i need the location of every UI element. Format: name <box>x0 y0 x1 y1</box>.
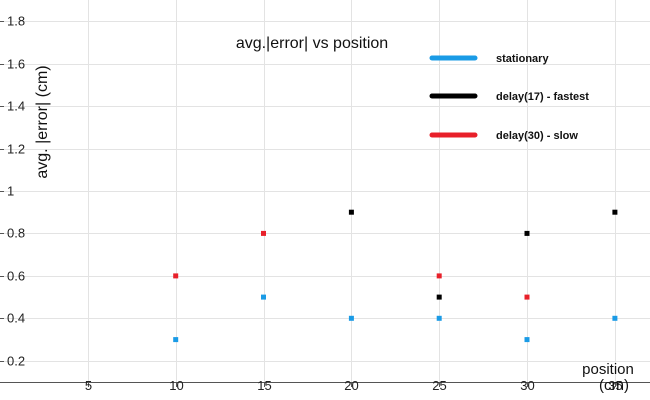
legend-label-1: stationary <box>496 53 549 65</box>
y-tick-label: 1.6 <box>7 57 25 72</box>
data-point-series-2 <box>436 294 442 300</box>
x-tick-label: 10 <box>169 378 183 393</box>
y-tick-label: 0.6 <box>7 269 25 284</box>
data-point-series-1 <box>436 315 442 321</box>
data-point-series-3 <box>524 294 530 300</box>
data-point-series-1 <box>261 294 266 300</box>
data-point-series-3 <box>436 273 442 279</box>
data-point-series-3 <box>261 230 266 236</box>
data-point-series-1 <box>173 337 179 343</box>
x-axis-label-line2: (cm) <box>599 377 629 394</box>
data-point-series-1 <box>524 337 530 343</box>
x-tick-label: 15 <box>257 378 271 393</box>
y-tick-label: 1.8 <box>7 14 25 29</box>
x-tick-label: 20 <box>344 378 358 393</box>
x-axis-label-line1: position <box>582 361 634 378</box>
legend-label-3: delay(30) - slow <box>496 130 578 142</box>
chart-title: avg.|error| vs position <box>236 35 388 52</box>
data-point-series-2 <box>348 209 354 215</box>
data-point-series-2 <box>524 230 530 236</box>
x-tick-label: 35 <box>608 378 622 393</box>
data-point-series-1 <box>612 315 618 321</box>
y-tick-label: 1.4 <box>7 99 25 114</box>
y-tick-label: 1.2 <box>7 142 25 157</box>
legend-label-2: delay(17) - fastest <box>496 91 589 103</box>
x-tick-label: 25 <box>432 378 446 393</box>
y-tick-label: 1 <box>7 184 14 199</box>
x-tick-label: 5 <box>85 378 92 393</box>
data-point-series-3 <box>173 273 179 279</box>
y-tick-label: 0.8 <box>7 226 25 241</box>
x-tick-label: 30 <box>520 378 534 393</box>
y-tick-label: 0.2 <box>7 354 25 369</box>
y-axis-label: avg. |error| (cm) <box>34 65 51 178</box>
data-point-series-1 <box>348 315 354 321</box>
data-point-series-2 <box>612 209 618 215</box>
y-tick-label: 0.4 <box>7 311 25 326</box>
